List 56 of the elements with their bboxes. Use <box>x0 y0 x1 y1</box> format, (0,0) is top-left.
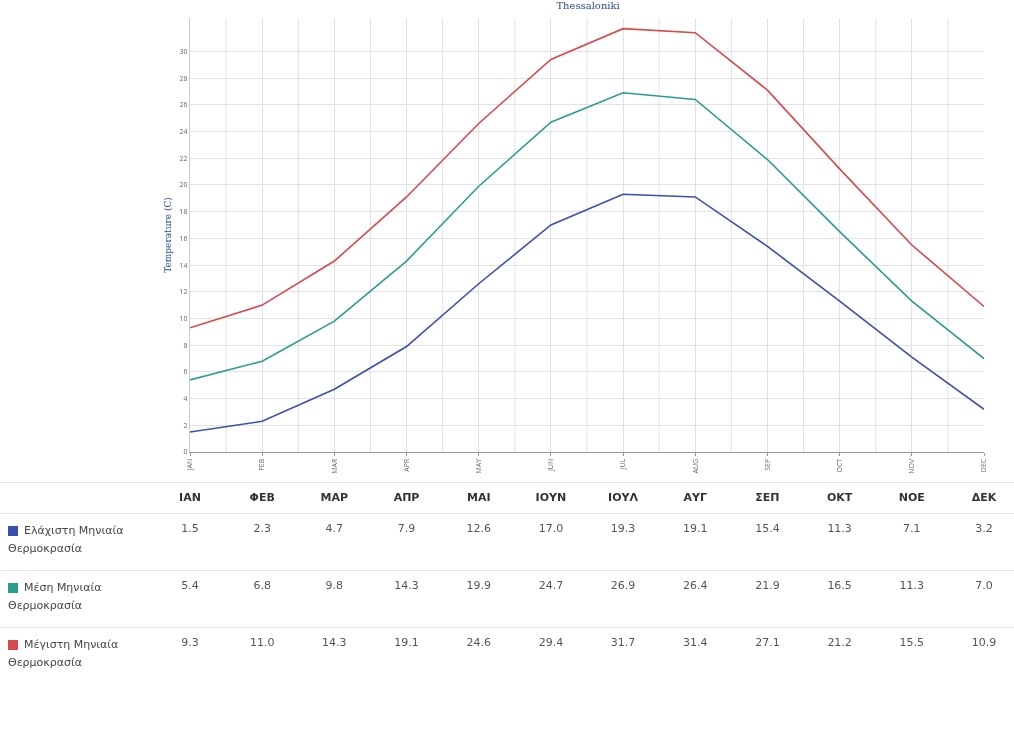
data-label: 2.3 <box>253 522 271 535</box>
data-label: 7.9 <box>397 522 416 535</box>
text: ΙΟΥΛ <box>608 491 639 504</box>
chart-title: Thessaloniki <box>556 0 620 12</box>
data-label: 12.6 <box>466 522 491 535</box>
data-label: 17.0 <box>538 522 564 535</box>
text: ΣΕΠ <box>755 491 780 504</box>
data-label: 6.8 <box>253 579 271 592</box>
data-label: 5.4 <box>181 579 199 592</box>
data-label: 24.7 <box>538 579 564 592</box>
text: ΙΑΝ <box>179 491 201 504</box>
data-label: 15.5 <box>899 636 925 649</box>
data-label: 11.0 <box>249 636 275 649</box>
data-label: 19.1 <box>394 636 419 649</box>
text: ΜΑΙ <box>466 491 491 504</box>
data-label: 14.3 <box>322 636 347 649</box>
data-label: 16.5 <box>827 579 852 592</box>
data-label: 29.4 <box>538 636 564 649</box>
line-series <box>190 27 984 329</box>
data-label: 1.5 <box>181 522 199 535</box>
data-label: 31.4 <box>683 636 708 649</box>
data-label: 27.1 <box>755 636 780 649</box>
data-label: 21.9 <box>755 579 780 592</box>
data-label: 26.9 <box>610 579 636 592</box>
data-label: 15.4 <box>755 522 780 535</box>
data-label: 7.1 <box>903 522 921 535</box>
data-label: 19.3 <box>610 522 636 535</box>
data-label: 31.7 <box>610 636 636 649</box>
text: ΜΑΡ <box>320 491 349 504</box>
data-label: 19.1 <box>683 522 708 535</box>
legend-label: Μέγιστη Μηνιαία Θερμοκρασία <box>8 637 120 671</box>
data-label: 9.8 <box>325 579 344 592</box>
legend-label: Ελάχιστη Μηνιαία Θερμοκρασία <box>8 523 125 557</box>
data-label: 9.3 <box>181 636 199 649</box>
data-label: 3.2 <box>975 522 993 535</box>
data-label: 11.3 <box>899 579 925 592</box>
data-label: 14.3 <box>394 579 419 592</box>
line-series <box>190 193 984 433</box>
data-label: 4.7 <box>325 522 344 535</box>
text: ΟΚΤ <box>826 491 853 504</box>
data-label: 19.9 <box>466 579 491 592</box>
text: ΑΠΡ <box>393 491 420 504</box>
text: ΔΕΚ <box>971 491 997 504</box>
y-axis-title: Temperature (C) <box>162 197 173 273</box>
legend-label: Μέση Μηνιαία Θερμοκρασία <box>8 580 103 614</box>
data-label: 11.3 <box>827 522 852 535</box>
text: ΦΕΒ <box>249 491 275 504</box>
text: ΙΟΥΝ <box>535 491 567 504</box>
data-label: 26.4 <box>683 579 708 592</box>
data-label: 7.0 <box>975 579 993 592</box>
data-label: 21.2 <box>827 636 852 649</box>
line-series <box>190 91 984 381</box>
data-label: 24.6 <box>466 636 491 649</box>
data-label: 10.9 <box>971 636 997 649</box>
text: ΝΟΕ <box>898 491 925 504</box>
text: ΑΥΓ <box>683 491 708 504</box>
